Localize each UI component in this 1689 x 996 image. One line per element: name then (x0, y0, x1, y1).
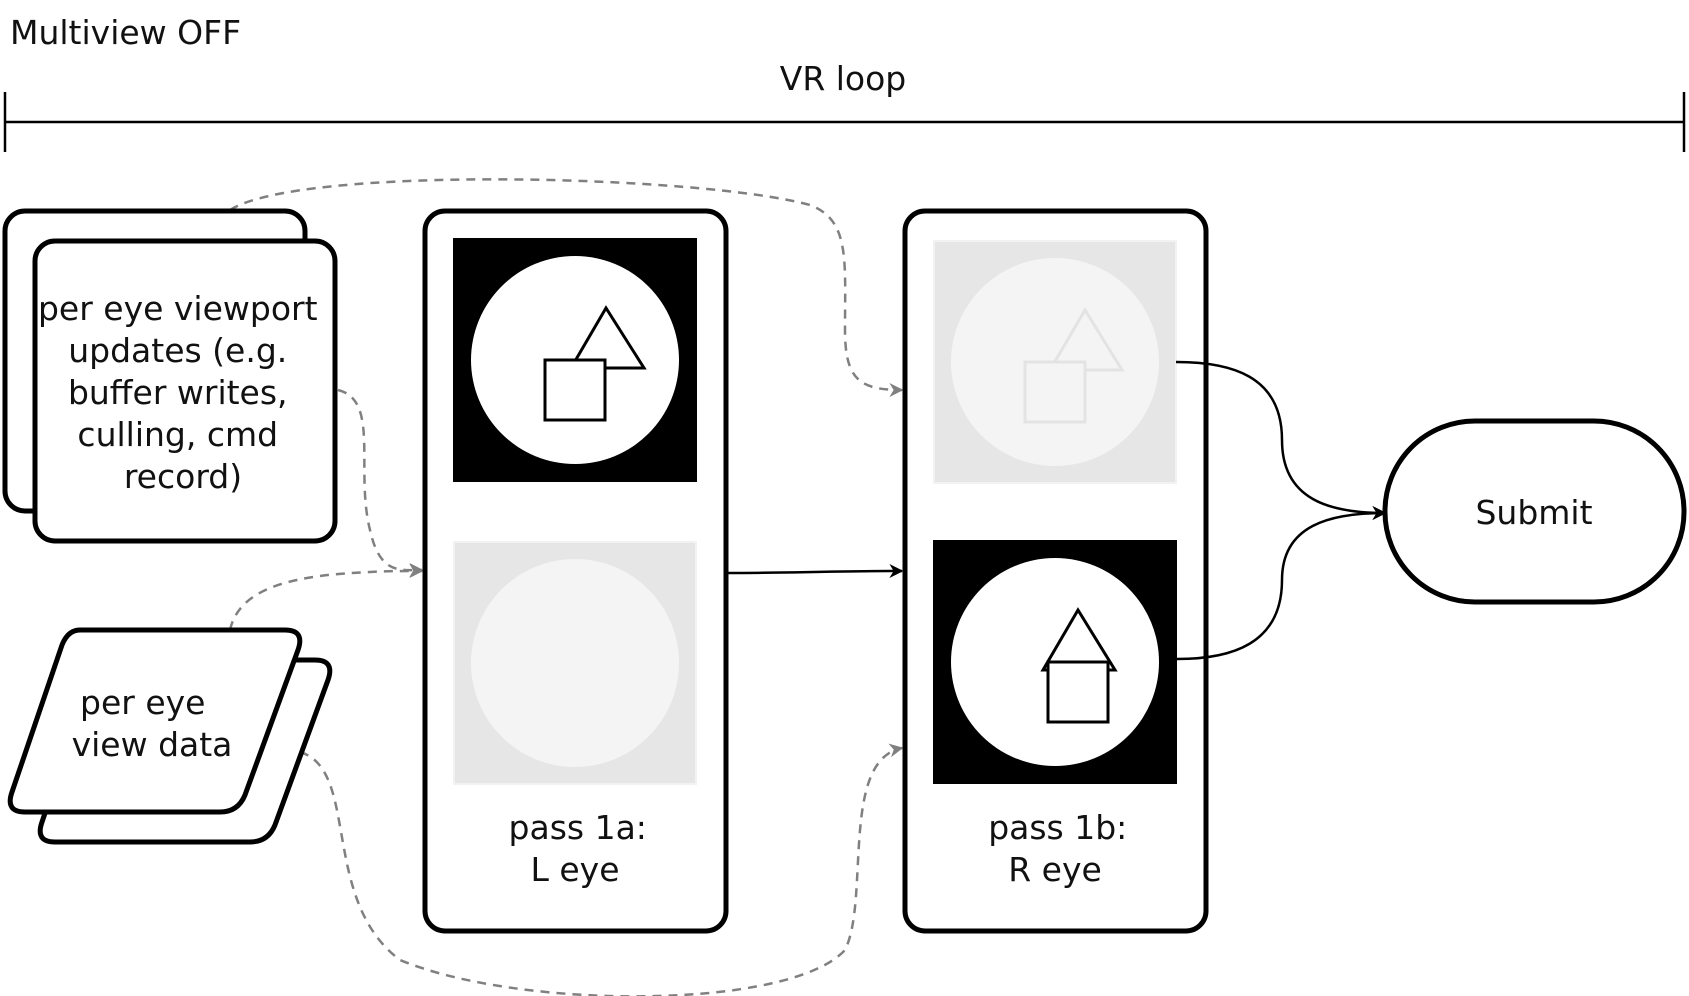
dashed-data-arrows (228, 178, 904, 996)
pass-1b-box: pass 1b: R eye (902, 208, 1209, 934)
pass-1a-right-view-inactive (453, 541, 697, 785)
square-shape (1023, 360, 1087, 424)
pass-1a-subtitle: L eye (530, 850, 619, 889)
viewport-updates-line-2: updates (e.g. (68, 331, 287, 370)
svg-text:per eye view data: per eye view data (72, 683, 233, 764)
pass1a-to-pass1b-arrow (727, 564, 904, 579)
viewport-updates-line-4: culling, cmd (77, 415, 278, 454)
viewport-updates-stack: per eye viewport updates (e.g. buffer wr… (2, 208, 338, 544)
viewport-updates-line-1: per eye viewport (38, 289, 318, 328)
mode-label: Multiview OFF (10, 13, 241, 52)
view-data-stack: per eye view data (7, 627, 333, 845)
view-data-line-1: per eye (80, 683, 205, 722)
viewport-to-pass1b-arrow (229, 178, 904, 397)
square-shape (1046, 660, 1110, 724)
solid-flow-arrows (727, 360, 1387, 661)
vr-loop-label: VR loop (780, 59, 907, 98)
pass1b-right-to-submit-arrow (1176, 506, 1387, 661)
triangle-shape (568, 305, 647, 370)
viewdata-to-pass1a-arrow (228, 564, 424, 631)
svg-text:pass 1a: L eye: pass 1a: L eye (509, 808, 658, 889)
pass-1a-title: pass 1a: (509, 808, 647, 847)
viewport-updates-line-3: buffer writes, (68, 373, 288, 412)
pass-1b-left-view-inactive (933, 240, 1177, 484)
submit-node: Submit (1382, 418, 1687, 605)
svg-text:pass 1b: R eye: pass 1b: R eye (988, 808, 1138, 889)
svg-text:per eye viewport updates: per eye viewport updates (e.g. buffer wr… (38, 289, 328, 496)
pass-1a-box: pass 1a: L eye (422, 208, 729, 934)
viewport-to-pass1a-arrow (337, 388, 424, 578)
pass-1b-right-view-active (933, 540, 1177, 784)
pass1b-left-to-submit-arrow (1175, 360, 1387, 520)
view-data-line-2: view data (72, 725, 233, 764)
vr-loop-timeline: VR loop (3, 59, 1686, 152)
pass-1b-title: pass 1b: (988, 808, 1127, 847)
pass-1a-left-view-active (453, 238, 697, 482)
submit-label: Submit (1475, 493, 1592, 532)
square-shape (543, 358, 607, 422)
viewport-updates-line-5: record) (124, 457, 242, 496)
pass-1b-subtitle: R eye (1008, 850, 1102, 889)
